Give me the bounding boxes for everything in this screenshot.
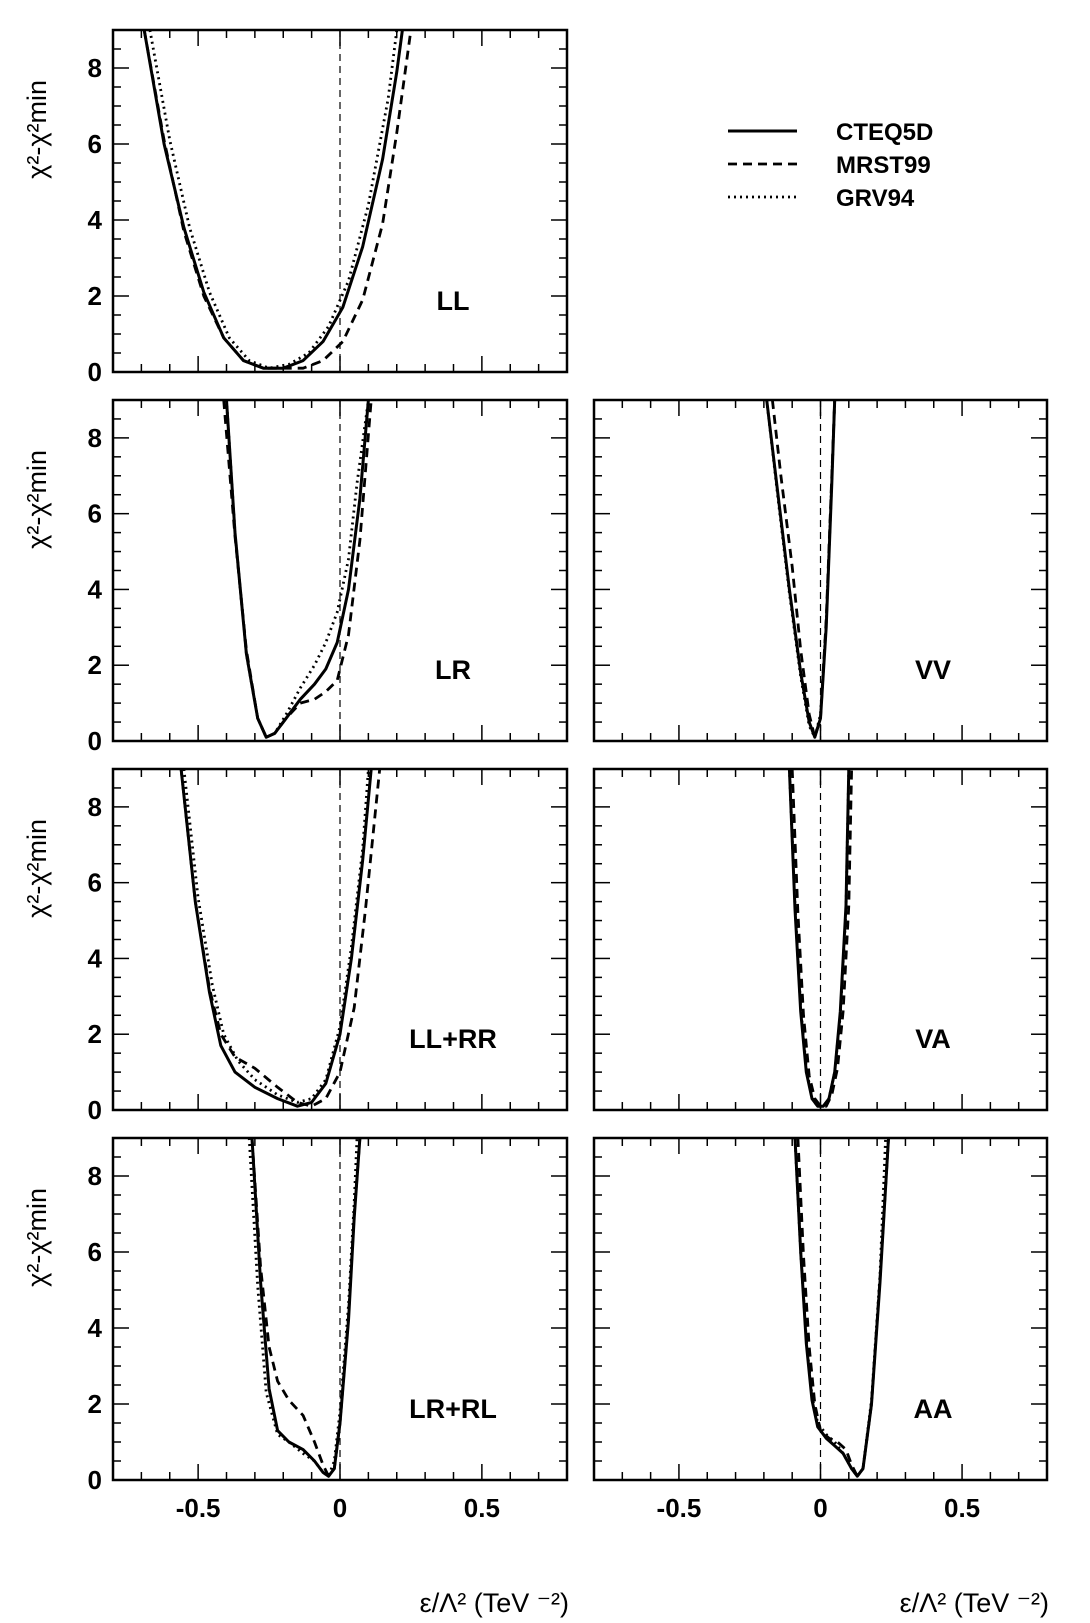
y-tick-label: 4: [88, 574, 103, 604]
axis-labels-layer: χ²-χ²min χ²-χ²min χ²-χ²min χ²-χ²min ε/Λ² (Te…: [22, 80, 1049, 1618]
curve-lr-rl-cteq5d: [250, 1138, 362, 1478]
panel-aa: AA -0.5 0 0.5: [592, 1136, 1049, 1523]
panels-layer: LL 0 2 4 6 8 LR 0 2 4 6 8 VV LL+RR 0 2 4 6 8 VA LR+RL 0 2 4 6 8 -0…: [88, 28, 1049, 1523]
curve-aa-mrst99: [796, 1138, 890, 1478]
panel-lr-rl: LR+RL 0 2 4 6 8 -0.5 0 0.5: [88, 1136, 569, 1523]
panel-frame: [592, 1136, 1049, 1482]
y-tick-label: 8: [88, 53, 102, 83]
panel-label: LL+RR: [409, 1024, 497, 1054]
legend-label-cteq5d: CTEQ5D: [836, 119, 933, 146]
curve-lr-rl-mrst99: [250, 1138, 362, 1478]
curve-ll-grv94: [148, 30, 399, 370]
panel-lr: LR 0 2 4 6 8: [88, 398, 569, 756]
x-axis-title: ε/Λ² (TeV ⁻²): [420, 1588, 569, 1618]
y-tick-label: 6: [88, 1237, 102, 1267]
y-tick-label: 4: [88, 1313, 103, 1343]
y-tick-label: 0: [88, 1465, 102, 1495]
curve-va-grv94: [788, 769, 851, 1108]
y-axis-title: χ²-χ²min: [22, 80, 52, 179]
y-axis-title: χ²-χ²min: [22, 819, 52, 918]
curve-ll-rr-grv94: [182, 769, 370, 1104]
curve-ll-rr-cteq5d: [179, 769, 373, 1108]
panel-vv: VV: [592, 398, 1049, 743]
curve-va-mrst99: [790, 769, 853, 1108]
x-axis-title: ε/Λ² (TeV ⁻²): [900, 1588, 1049, 1618]
y-tick-label: 2: [88, 650, 102, 680]
panel-frame: [111, 767, 569, 1112]
panel-frame: [592, 398, 1049, 743]
y-tick-label: 2: [88, 1389, 102, 1419]
panel-va: VA: [592, 767, 1049, 1112]
y-tick-label: 8: [88, 792, 102, 822]
y-axis-title: χ²-χ²min: [22, 1188, 52, 1287]
panel-label: VA: [915, 1024, 951, 1054]
panel-frame: [111, 28, 569, 374]
panel-frame: [111, 1136, 569, 1482]
panel-label: AA: [914, 1394, 953, 1424]
y-tick-label: 0: [88, 726, 102, 756]
y-tick-label: 6: [88, 129, 102, 159]
curve-ll-rr-mrst99: [179, 769, 382, 1108]
legend: CTEQ5D MRST99 GRV94: [728, 119, 933, 212]
panel-frame: [592, 767, 1049, 1112]
x-tick-label: -0.5: [176, 1493, 221, 1523]
panel-label: LR: [435, 655, 471, 685]
y-tick-label: 0: [88, 1095, 102, 1125]
panel-label: LL: [437, 286, 470, 316]
curve-ll-cteq5d: [142, 30, 404, 370]
y-tick-label: 2: [88, 1019, 102, 1049]
y-axis-title: χ²-χ²min: [22, 450, 52, 549]
panel-label: LR+RL: [409, 1394, 497, 1424]
panel-ll-rr: LL+RR 0 2 4 6 8: [88, 767, 569, 1125]
y-tick-label: 6: [88, 868, 102, 898]
panel-label: VV: [915, 655, 951, 685]
y-tick-label: 0: [88, 357, 102, 387]
y-tick-label: 4: [88, 943, 103, 973]
curve-vv-mrst99: [771, 400, 837, 739]
x-tick-label: 0: [813, 1493, 827, 1523]
panel-ll: LL 0 2 4 6 8: [88, 28, 569, 387]
curve-lr-cteq5d: [225, 400, 370, 739]
legend-label-grv94: GRV94: [836, 185, 915, 212]
curve-ll-mrst99: [142, 30, 413, 370]
curve-lr-mrst99: [222, 400, 373, 739]
y-tick-label: 8: [88, 1161, 102, 1191]
panel-frame: [111, 398, 569, 743]
y-tick-label: 2: [88, 281, 102, 311]
x-tick-label: 0.5: [944, 1493, 980, 1523]
legend-label-mrst99: MRST99: [836, 152, 931, 179]
curve-aa-grv94: [793, 1138, 887, 1478]
curve-lr-grv94: [225, 400, 370, 739]
y-tick-label: 6: [88, 499, 102, 529]
x-tick-label: 0: [333, 1493, 347, 1523]
y-tick-label: 4: [88, 205, 103, 235]
curve-aa-cteq5d: [793, 1138, 890, 1478]
x-tick-label: 0.5: [464, 1493, 500, 1523]
y-tick-label: 8: [88, 423, 102, 453]
x-tick-label: -0.5: [657, 1493, 702, 1523]
